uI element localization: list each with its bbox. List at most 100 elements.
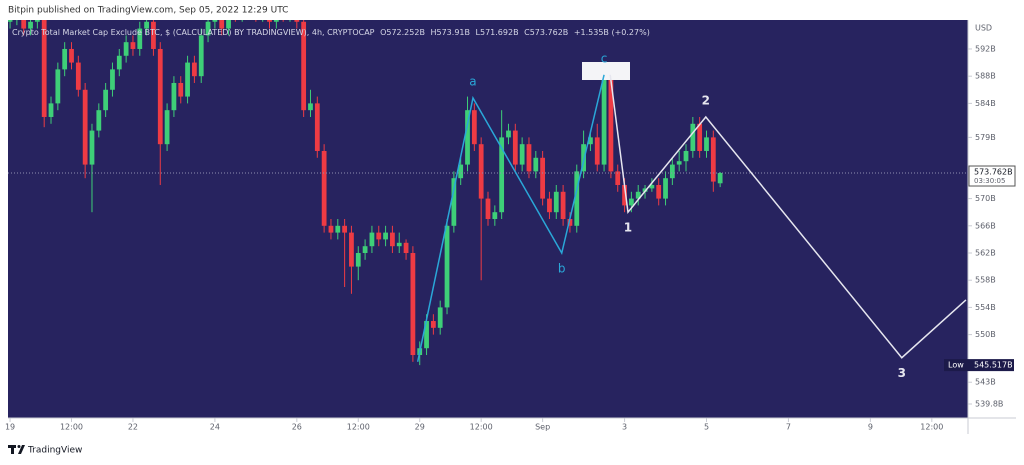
countdown-label: 03:30:05 — [974, 177, 1005, 185]
candle-body — [430, 321, 436, 328]
x-tick-label: Sep — [535, 423, 550, 432]
candle-body — [103, 89, 109, 111]
candle-body — [267, 20, 272, 22]
candle-body — [8, 20, 13, 22]
y-tick-label: 570B — [975, 194, 996, 203]
candle-body — [335, 225, 341, 233]
candle-body — [116, 55, 122, 70]
legend-title: Crypto Total Market Cap Exclude BTC, $ (… — [12, 28, 375, 37]
candle-body — [437, 307, 443, 328]
candle-body — [178, 82, 184, 97]
y-tick-label: 558B — [975, 276, 996, 285]
candle-body — [649, 184, 655, 189]
candle-body — [123, 42, 129, 56]
candle-body — [342, 225, 348, 233]
candle-body — [157, 48, 163, 145]
candle-body — [369, 232, 375, 247]
header: Bitpin published on TradingView.com, Sep… — [8, 6, 288, 16]
candle-body — [553, 191, 559, 213]
candle-body — [137, 28, 143, 49]
x-tick-label: 12:00 — [470, 423, 493, 432]
candle-body — [82, 89, 88, 165]
wave-label: 2 — [702, 93, 710, 107]
candle-body — [75, 62, 81, 90]
last-price-box — [968, 165, 1016, 187]
candle-body — [390, 232, 395, 247]
candle-body — [424, 321, 429, 349]
candle-body — [492, 212, 498, 219]
candle-body — [601, 76, 607, 165]
candle-body — [635, 191, 641, 199]
y-tick-label: 539.8B — [975, 399, 1003, 408]
low-marker-name: Low — [948, 361, 964, 370]
candle-body — [164, 110, 170, 145]
y-tick-label: 543B — [975, 378, 996, 387]
candle-body — [96, 110, 102, 131]
candle-body — [362, 246, 368, 254]
candle-body — [526, 144, 532, 172]
candle-body — [41, 20, 47, 117]
candle-body — [594, 137, 600, 165]
candle-body — [560, 191, 566, 219]
candle-body — [383, 232, 388, 240]
candle-body — [28, 21, 33, 29]
candle-body — [471, 110, 477, 145]
footer: TradingView — [27, 446, 82, 456]
candle-body — [151, 21, 156, 49]
candle-body — [205, 21, 211, 36]
candle-body — [485, 198, 491, 219]
candle-body — [683, 150, 689, 162]
x-tick-label: 5 — [704, 423, 709, 432]
candle-body — [574, 171, 580, 226]
candle-body — [21, 20, 27, 29]
candle-body — [642, 188, 648, 192]
candle-body — [34, 20, 40, 22]
candle-body — [499, 137, 505, 213]
legend-change: +1.535B (+0.27%) — [574, 28, 650, 37]
candle-body — [198, 35, 204, 77]
candle-body — [567, 219, 573, 226]
candle-body — [512, 130, 518, 165]
candle-body — [48, 103, 54, 117]
candle-body — [314, 103, 320, 151]
candle-body — [349, 232, 354, 267]
candle-body — [301, 21, 307, 111]
y-tick-label: 566B — [975, 221, 996, 230]
candle-body — [410, 253, 416, 356]
candle-body — [656, 184, 662, 199]
candle-body — [69, 48, 74, 63]
low-marker-box — [944, 359, 1014, 372]
legend-high: H573.91B — [430, 28, 470, 37]
candle-body — [676, 161, 682, 165]
legend: Crypto Total Market Cap Exclude BTC, $ (… — [12, 28, 650, 37]
candle-body — [273, 20, 279, 22]
highlight-box — [582, 62, 630, 80]
candle-body — [704, 137, 709, 151]
candle-body — [581, 144, 586, 172]
candle-body — [608, 76, 614, 172]
x-tick-label: 9 — [868, 423, 873, 432]
candle-body — [622, 184, 627, 206]
legend-low: L571.692B — [476, 28, 519, 37]
candle-body — [697, 123, 703, 151]
wave-label: c — [601, 51, 608, 65]
candle-body — [55, 69, 61, 104]
candle-body — [669, 164, 675, 179]
candle-body — [519, 144, 525, 165]
candle-body — [396, 242, 402, 247]
currency: USD — [975, 24, 992, 33]
wave-line — [416, 74, 605, 362]
candle-body — [171, 82, 177, 111]
candle-body — [465, 110, 470, 165]
candle-body — [355, 253, 361, 267]
y-tick-label: 588B — [975, 72, 996, 81]
plot — [8, 20, 968, 366]
candle-body — [89, 130, 95, 165]
candle-body — [615, 171, 621, 185]
candle-body — [717, 173, 723, 184]
candle-body — [185, 62, 190, 97]
x-tick-label: 26 — [292, 423, 302, 432]
candle-body — [110, 69, 115, 90]
x-tick-label: 12:00 — [60, 423, 83, 432]
